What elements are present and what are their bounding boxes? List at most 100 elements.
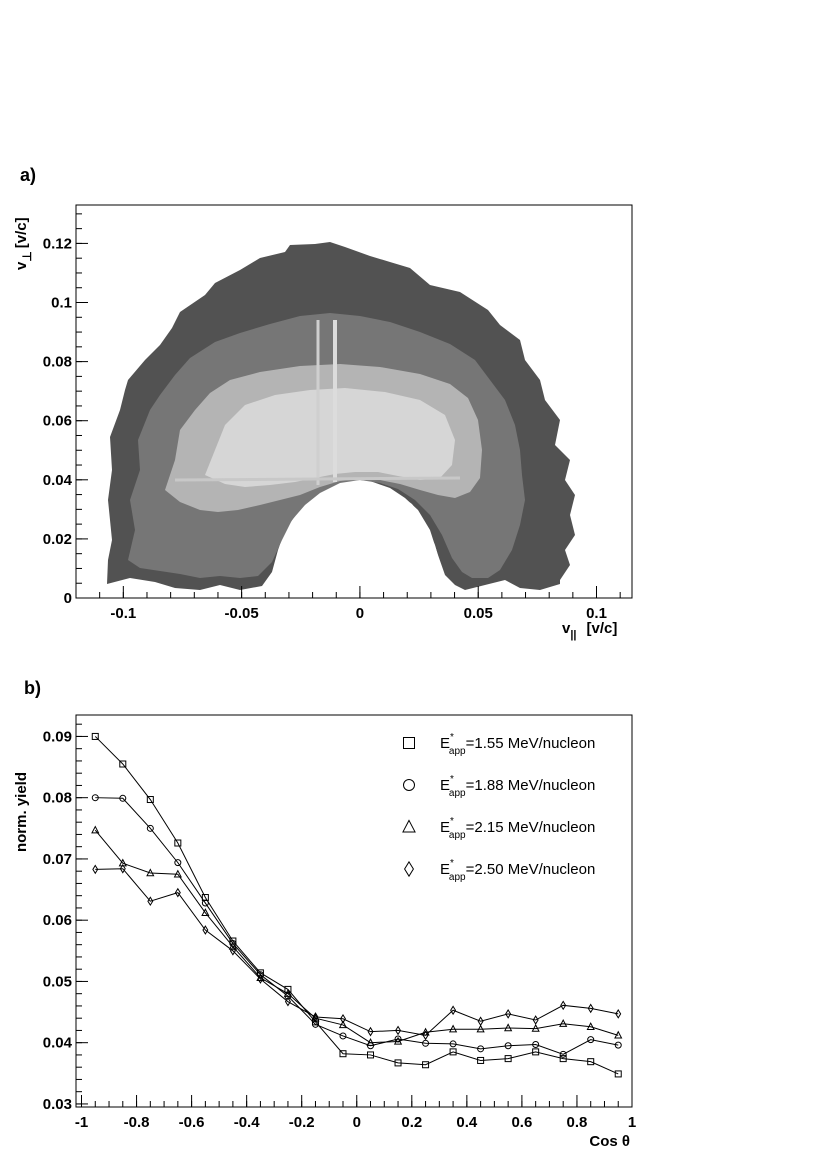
- series-2-point-1: [118, 858, 127, 867]
- series-3-point-11: [395, 1025, 402, 1036]
- panel-a-xlabel-sub: ||: [570, 629, 576, 641]
- legend-entry-3: E* app=2.50 MeV/nucleon: [440, 858, 595, 883]
- series-0-point-18: [587, 1058, 595, 1066]
- panel-a-xtick-label-2: 0: [356, 605, 364, 622]
- series-2-point-2: [146, 868, 155, 877]
- panel-b-xtick-label-2: -0.6: [179, 1114, 205, 1131]
- panel-b-xtick-label-10: 1: [628, 1114, 636, 1131]
- panel-b-ytick-label-4: 0.07: [43, 851, 72, 868]
- legend-sup-1: *: [450, 774, 454, 785]
- series-0-point-19: [614, 1070, 622, 1078]
- series-3-point-6: [257, 974, 264, 984]
- series-0-point-3: [174, 839, 182, 847]
- panel-a-xlabel-main: v: [562, 620, 571, 637]
- series-1-point-9: [339, 1032, 347, 1040]
- series-3: [92, 863, 622, 1041]
- series-1-point-1: [119, 794, 127, 802]
- series-1-point-2: [146, 824, 154, 832]
- panel-a-ytick-label-1: 0.02: [43, 531, 72, 548]
- panel-a-ylabel: v⊥ [v/c]: [13, 217, 34, 270]
- legend-rest-3: =2.50 MeV/nucleon: [466, 861, 596, 878]
- series-3-point-5: [229, 945, 236, 956]
- legend-marker-3: [404, 860, 414, 878]
- panel-a-ytick-label-0: 0: [64, 590, 72, 607]
- series-1-point-3: [174, 859, 182, 867]
- panel-a-x-axis: -0.1 -0.05 0 0.05 0.1: [75, 586, 621, 622]
- heatmap-density: [107, 242, 575, 598]
- series-3-point-16: [532, 1015, 539, 1025]
- legend-sup-2: *: [450, 816, 454, 827]
- legend-sub-2: app: [449, 830, 466, 841]
- panel-b-xtick-label-8: 0.6: [511, 1114, 532, 1131]
- panel-a-ytick-label-5: 0.1: [51, 295, 72, 312]
- panel-a-ytick-label-4: 0.08: [43, 354, 72, 371]
- panel-a-xlabel: v|| [v/c]: [562, 620, 617, 641]
- legend-sup-3: *: [450, 858, 454, 869]
- panel-b-ytick-label-5: 0.08: [43, 790, 72, 807]
- legend-rest-2: =2.15 MeV/nucleon: [466, 819, 596, 836]
- series-2: [91, 825, 623, 1046]
- series-2-point-15: [504, 1023, 513, 1032]
- panel-a-ytick-label-2: 0.04: [43, 472, 73, 489]
- series-0-point-17: [559, 1055, 567, 1063]
- panel-a-ylabel-main: v: [13, 261, 30, 270]
- series-1-point-15: [504, 1042, 512, 1050]
- series-3-point-0: [92, 864, 99, 875]
- series-0-point-11: [394, 1059, 402, 1067]
- series-0-point-14: [477, 1056, 485, 1064]
- series-3-point-13: [450, 1005, 457, 1016]
- panel-a-xtick-label-0: -0.1: [110, 605, 136, 622]
- legend-sup-0: *: [450, 732, 454, 743]
- legend-sub-0: app: [449, 746, 466, 757]
- legend-entry-1: E* app=1.88 MeV/nucleon: [440, 774, 595, 799]
- series-3-point-8: [312, 1012, 319, 1022]
- legend-rest-1: =1.88 MeV/nucleon: [466, 777, 596, 794]
- series-1-point-19: [614, 1041, 622, 1049]
- panel-b-ytick-label-2: 0.05: [43, 973, 72, 990]
- panel-a-label: a): [20, 165, 36, 185]
- legend-marker-0: [403, 737, 415, 749]
- panel-b-ytick-label-0: 0.03: [43, 1096, 72, 1113]
- series-2-point-17: [559, 1019, 568, 1027]
- series-1-point-13: [449, 1040, 457, 1048]
- panel-b-ytick-label-6: 0.09: [43, 728, 72, 745]
- panel-b-xtick-label-7: 0.4: [456, 1114, 478, 1131]
- series-0-point-10: [367, 1051, 375, 1059]
- panel-a-ylabel-sub: ⊥: [20, 251, 34, 261]
- series-3-point-2: [147, 896, 154, 907]
- series-2-point-14: [476, 1024, 485, 1033]
- panel-b-ylabel: norm. yield: [13, 772, 30, 852]
- series-3-point-4: [202, 925, 209, 935]
- series-0-point-12: [422, 1061, 430, 1069]
- heatmap-horizontal-stripe: [174, 476, 461, 482]
- series-0-point-13: [449, 1048, 457, 1056]
- panel-b-xlabel: Cos θ: [589, 1133, 630, 1150]
- series-line-0: [94, 736, 619, 1075]
- series-0: [91, 732, 622, 1078]
- panel-b-xtick-label-9: 0.8: [567, 1114, 588, 1131]
- legend-entry-2: E* app=2.15 MeV/nucleon: [440, 816, 595, 841]
- series-1-point-14: [477, 1045, 485, 1053]
- series-0-point-7: [284, 985, 292, 993]
- series-0-point-15: [504, 1055, 512, 1063]
- series-1-point-18: [587, 1036, 595, 1044]
- series-line-3: [95, 868, 619, 1036]
- legend-sub-1: app: [449, 788, 466, 799]
- panel-b-xtick-label-5: 0: [353, 1114, 361, 1131]
- series-2-point-5: [228, 941, 238, 950]
- series-1-point-0: [91, 794, 99, 802]
- series-2-point-9: [338, 1020, 348, 1029]
- series-2-point-3: [173, 869, 182, 878]
- series-0-point-2: [146, 796, 154, 804]
- panel-a-xtick-label-1: -0.05: [225, 605, 259, 622]
- series-3-point-9: [340, 1013, 346, 1024]
- series-3-point-10: [367, 1026, 374, 1037]
- series-3-point-17: [560, 1000, 567, 1011]
- series-2-point-0: [91, 825, 100, 834]
- panel-b-ytick-label-1: 0.04: [43, 1035, 73, 1052]
- series-2-point-7: [283, 989, 293, 997]
- panel-b-xtick-label-6: 0.2: [401, 1114, 422, 1131]
- panel-a-ytick-label-6: 0.12: [43, 235, 72, 252]
- panel-b-label: b): [24, 678, 41, 698]
